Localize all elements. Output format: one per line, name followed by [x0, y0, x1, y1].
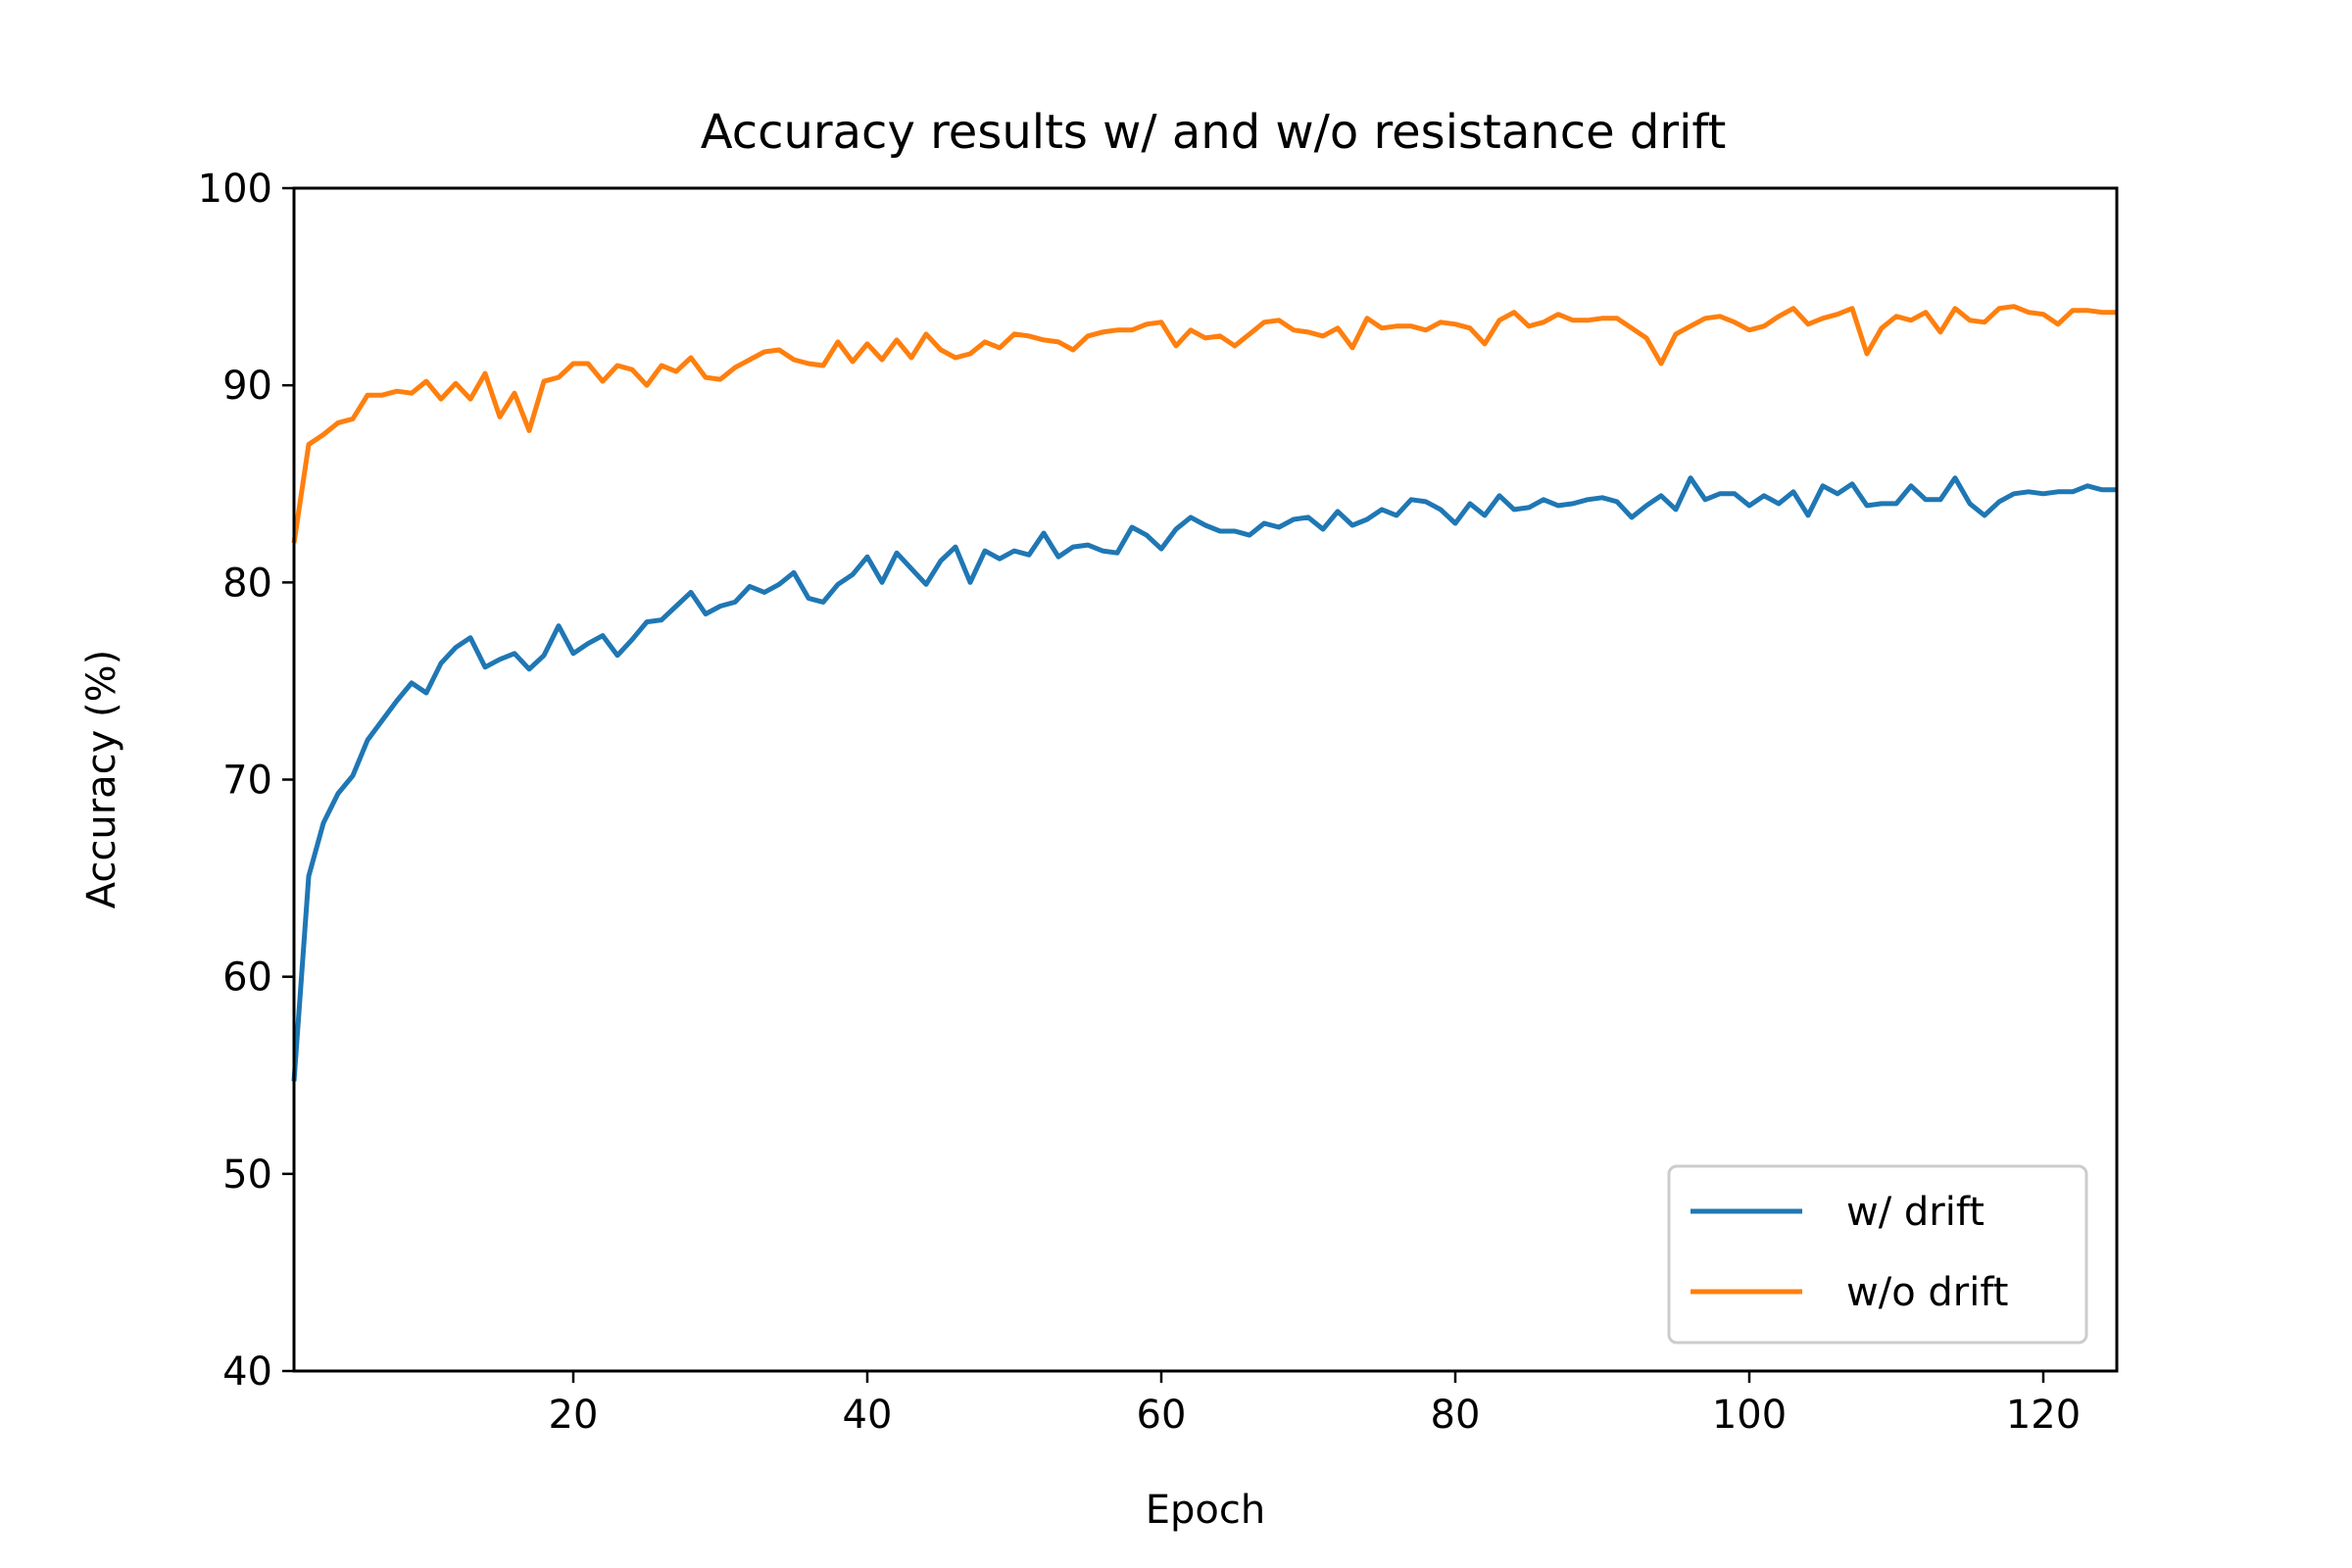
y-tick-label: 90	[222, 364, 272, 409]
x-tick-label: 40	[843, 1393, 893, 1438]
y-axis: 40 50 60 70 80 90 100	[198, 167, 294, 1395]
y-tick-label: 40	[222, 1349, 272, 1395]
y-tick-label: 60	[222, 956, 272, 1001]
legend-label-w-drift: w/ drift	[1846, 1190, 1984, 1235]
series-line-w-o-drift	[291, 304, 2117, 544]
series-line-w-drift	[291, 475, 2117, 1082]
x-tick-label: 60	[1137, 1393, 1187, 1438]
x-tick-label: 100	[1712, 1393, 1787, 1438]
legend: w/ drift w/o drift	[1667, 1164, 2088, 1345]
x-axis-label: Epoch	[1146, 1488, 1265, 1533]
x-tick-label: 120	[2006, 1393, 2081, 1438]
y-axis-label: Accuracy (%)	[79, 650, 124, 909]
y-tick-label: 80	[222, 561, 272, 606]
legend-label-wo-drift: w/o drift	[1846, 1270, 2008, 1315]
y-tick-label: 100	[198, 167, 272, 212]
plot-area	[291, 304, 2117, 1082]
x-tick-label: 80	[1431, 1393, 1481, 1438]
x-tick-label: 20	[549, 1393, 599, 1438]
chart-title: Accuracy results w/ and w/o resistance d…	[701, 105, 1727, 160]
x-axis: 20 40 60 80 100 120	[549, 1371, 2081, 1438]
y-tick-label: 70	[222, 759, 272, 804]
y-tick-label: 50	[222, 1152, 272, 1198]
